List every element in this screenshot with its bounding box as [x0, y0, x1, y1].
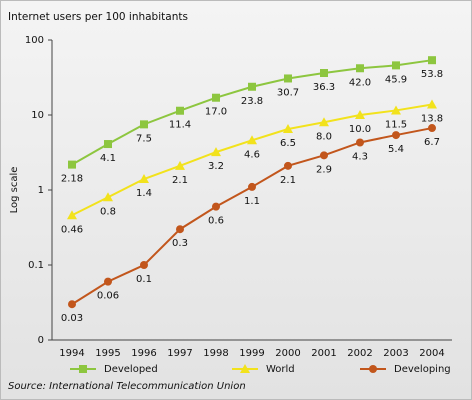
data-label: 2.1 [280, 175, 296, 186]
x-tick-label: 2001 [311, 348, 336, 359]
legend-label: World [266, 364, 295, 375]
source: Source: International Telecommunication … [8, 381, 246, 392]
marker [356, 138, 364, 147]
data-label: 0.46 [61, 224, 83, 235]
marker [211, 147, 221, 157]
data-label: 0.8 [100, 206, 116, 217]
data-label: 53.8 [421, 69, 443, 80]
data-label: 0.06 [97, 291, 119, 302]
marker [248, 82, 256, 91]
marker [247, 135, 257, 145]
data-label: 13.8 [421, 114, 443, 125]
marker [68, 300, 76, 309]
data-label: 7.5 [136, 133, 152, 144]
marker [176, 225, 184, 234]
marker [103, 192, 113, 202]
data-label: 2.1 [172, 175, 188, 186]
x-tick-label: 2004 [419, 348, 444, 359]
data-label: 0.6 [208, 216, 224, 227]
marker [68, 160, 76, 169]
marker [248, 182, 256, 191]
x-tick-label: 2003 [383, 348, 408, 359]
legend-label: Developing [394, 364, 451, 375]
x-tick-label: 2000 [275, 348, 300, 359]
marker [355, 110, 365, 119]
data-label: 0.1 [136, 274, 152, 285]
marker [67, 210, 77, 220]
marker [104, 140, 112, 149]
data-label: 45.9 [385, 74, 407, 85]
legend-label: Developed [104, 364, 158, 375]
marker [104, 277, 112, 286]
x-tick-label: 1999 [239, 348, 264, 359]
marker [284, 161, 292, 170]
data-label: 2.9 [316, 164, 332, 175]
marker [140, 261, 148, 269]
data-label: 4.3 [352, 151, 368, 162]
marker [428, 56, 436, 65]
marker [79, 365, 87, 373]
marker [212, 202, 220, 211]
y-tick-label: 10 [31, 110, 44, 121]
marker [427, 99, 437, 109]
x-tick-label: 1996 [131, 348, 156, 359]
x-tick-label: 1997 [167, 348, 192, 359]
data-label: 11.4 [169, 120, 191, 131]
data-label: 3.2 [208, 161, 224, 172]
data-label: 1.1 [244, 196, 260, 207]
data-label: 17.0 [205, 107, 227, 118]
data-label: 23.8 [241, 96, 263, 107]
data-label: 6.5 [280, 138, 296, 149]
marker [320, 151, 328, 160]
y-tick-label: 0 [38, 335, 44, 346]
marker [139, 174, 149, 184]
marker [319, 117, 329, 127]
data-label: 0.3 [172, 238, 188, 249]
x-tick-label: 1995 [95, 348, 120, 359]
data-label: 6.7 [424, 137, 440, 148]
marker [140, 120, 148, 129]
data-label: 4.1 [100, 153, 116, 164]
data-label: 11.5 [385, 119, 407, 130]
marker [175, 160, 185, 170]
data-label: 5.4 [388, 144, 404, 155]
y-tick-label: 0.1 [28, 260, 44, 271]
x-tick-label: 1994 [59, 348, 84, 359]
marker [392, 61, 400, 70]
chart-title: Internet users per 100 inhabitants [8, 11, 188, 23]
marker [283, 124, 293, 134]
marker [176, 106, 184, 115]
marker [428, 124, 436, 133]
data-label: 8.0 [316, 131, 332, 142]
x-tick-label: 2002 [347, 348, 372, 359]
data-label: 30.7 [277, 87, 299, 98]
data-label: 0.03 [61, 313, 83, 324]
data-label: 10.0 [349, 124, 371, 135]
data-label: 36.3 [313, 82, 335, 93]
marker [356, 64, 364, 73]
data-label: 2.18 [61, 174, 83, 185]
marker [369, 365, 377, 373]
data-label: 1.4 [136, 188, 152, 199]
y-axis-label: Log scale [9, 167, 20, 214]
data-label: 42.0 [349, 77, 371, 88]
marker [212, 93, 220, 102]
y-tick-label: 1 [38, 185, 44, 196]
marker [284, 74, 292, 83]
data-label: 4.6 [244, 149, 260, 160]
marker [392, 131, 400, 140]
marker [320, 69, 328, 78]
x-tick-label: 1998 [203, 348, 228, 359]
y-tick-label: 100 [25, 35, 44, 46]
marker [391, 105, 401, 115]
marker [240, 364, 250, 373]
